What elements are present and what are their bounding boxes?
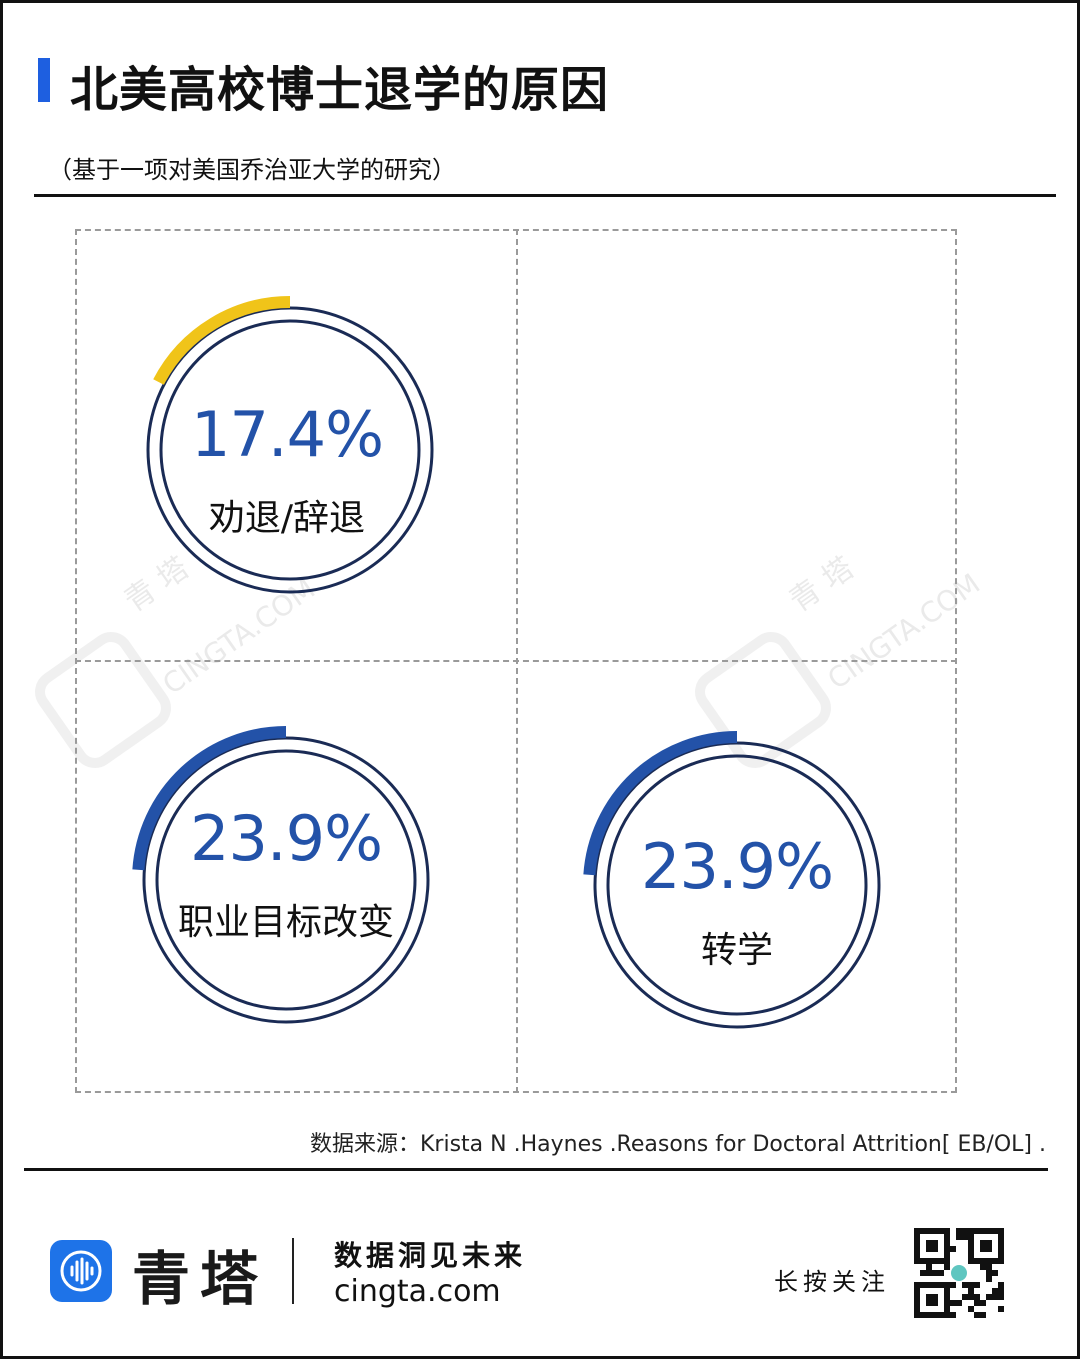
follow-prompt: 长按关注	[774, 1268, 890, 1296]
ring-inner-circle	[155, 749, 417, 1011]
brand-website[interactable]: cingta.com	[334, 1274, 501, 1309]
ring-inner-circle	[606, 754, 868, 1016]
progress-arc	[583, 731, 738, 876]
progress-arc	[132, 726, 287, 871]
category-label: 职业目标改变	[177, 902, 394, 943]
header-divider	[34, 194, 1056, 197]
data-label-value: 23.9%	[641, 830, 834, 903]
page-subtitle: （基于一项对美国乔治亚大学的研究）	[48, 156, 456, 184]
category-label: 劝退/辞退	[208, 498, 366, 539]
chart-grid-horizontal-divider	[75, 660, 957, 662]
ring-chart-career-change	[132, 726, 430, 1024]
page-title: 北美高校博士退学的原因	[70, 62, 610, 118]
metric-transfer: 23.9% 转学	[587, 830, 887, 973]
metric-dismissal: 17.4% 劝退/辞退	[137, 398, 437, 541]
brand-tagline: 数据洞见未来	[334, 1239, 527, 1272]
sound-wave-icon	[50, 1240, 112, 1302]
qr-code-icon[interactable]	[914, 1228, 1004, 1318]
title-accent-bar	[38, 58, 50, 102]
metric-career-change: 23.9% 职业目标改变	[136, 802, 436, 945]
ring-inner-circle	[159, 319, 421, 581]
ring-chart-transfer	[583, 731, 881, 1029]
footer-vertical-divider	[292, 1238, 294, 1304]
data-source-note: 数据来源：Krista N .Haynes .Reasons for Docto…	[310, 1132, 1046, 1157]
progress-arc	[153, 296, 291, 385]
brand-name: 青塔	[132, 1245, 269, 1313]
footer-divider	[24, 1168, 1048, 1171]
data-label-value: 23.9%	[190, 802, 383, 875]
category-label: 转学	[700, 930, 773, 971]
data-label-value: 17.4%	[191, 398, 384, 471]
ring-chart-dismissal	[146, 296, 434, 594]
